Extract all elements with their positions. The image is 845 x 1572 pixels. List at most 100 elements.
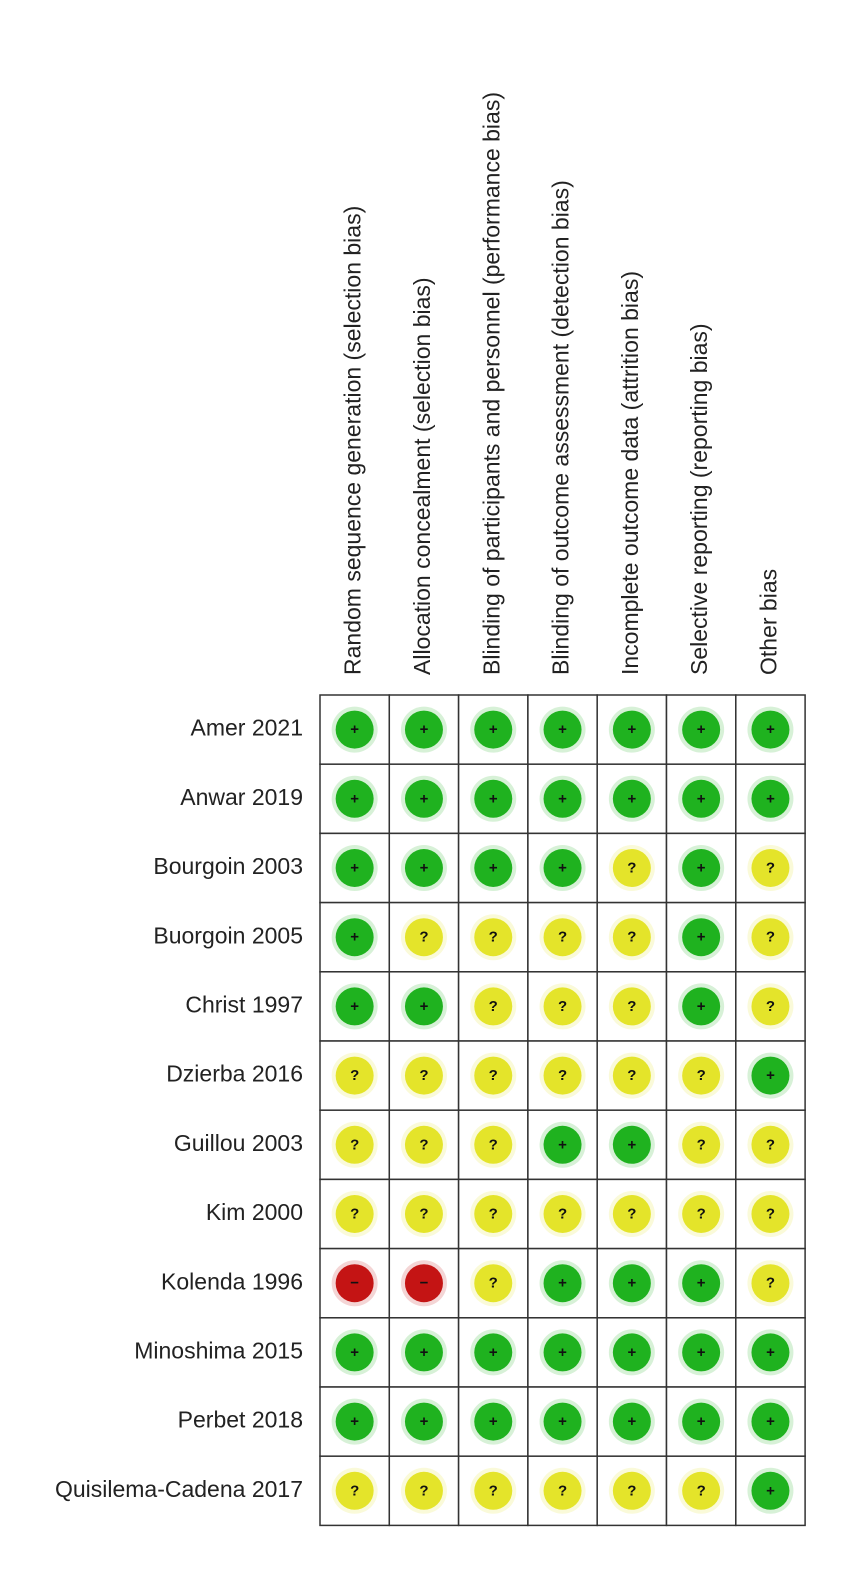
rating-symbol: +: [697, 860, 706, 877]
rating-symbol: +: [350, 1413, 359, 1430]
rating-symbol: ?: [697, 1206, 706, 1223]
rating-dot: [612, 849, 651, 887]
rating-dot: [543, 1333, 582, 1372]
rating-dot: [682, 1402, 721, 1441]
rating-symbol: ?: [419, 929, 428, 946]
rating-dot: [751, 987, 790, 1026]
rating-dot: [612, 1471, 651, 1510]
rating-symbol: ?: [350, 1206, 359, 1223]
rating-dot: [751, 1195, 790, 1233]
rating-dot: [751, 1264, 790, 1303]
rating-dot: [474, 779, 513, 818]
rating-dot: [612, 1402, 651, 1441]
rating-symbol: +: [350, 998, 359, 1015]
rating-symbol: +: [350, 860, 359, 877]
rating-dot: [682, 918, 721, 957]
rating-dot: [335, 710, 374, 749]
rating-symbol: ?: [697, 1136, 706, 1153]
domain-label: Other bias: [756, 569, 782, 675]
rating-symbol: ?: [419, 1067, 428, 1084]
domain-label: Blinding of outcome assessment (detectio…: [548, 180, 574, 675]
rating-dot: [543, 1195, 582, 1233]
rating-dot: [404, 1264, 443, 1303]
rating-symbol: ?: [627, 1067, 636, 1084]
study-label: Kim 2000: [206, 1199, 303, 1225]
rating-dot: [543, 1264, 582, 1303]
rating-symbol: +: [766, 1482, 775, 1499]
study-label: Perbet 2018: [178, 1407, 303, 1433]
rating-dot: [543, 987, 582, 1026]
rating-symbol: +: [766, 1067, 775, 1084]
rating-dot: [682, 1333, 721, 1372]
rating-symbol: ?: [697, 1482, 706, 1499]
rating-dot: [474, 1056, 513, 1095]
domain-label: Selective reporting (reporting bias): [686, 323, 712, 675]
rating-dot: [543, 1402, 582, 1441]
cell: [319, 763, 391, 835]
rating-symbol: ?: [766, 1206, 775, 1223]
rating-dot: [612, 710, 651, 749]
rating-symbol: +: [558, 1344, 567, 1361]
rating-dot: [543, 849, 582, 887]
rating-symbol: +: [350, 790, 359, 807]
rating-symbol: +: [697, 998, 706, 1015]
rating-dot: [404, 1195, 443, 1233]
rating-symbol: ?: [766, 998, 775, 1015]
study-label: Guillou 2003: [174, 1130, 303, 1156]
rating-dot: [474, 987, 513, 1026]
rating-dot: [751, 1471, 790, 1510]
rating-symbol: +: [627, 790, 636, 807]
rating-dot: [682, 1195, 721, 1233]
rating-dot: [682, 710, 721, 749]
study-label: Amer 2021: [190, 715, 303, 741]
study-label: Kolenda 1996: [161, 1268, 303, 1294]
rating-dot: [751, 1402, 790, 1441]
rating-dot: [404, 1125, 443, 1164]
rating-dot: [612, 1125, 651, 1164]
rating-symbol: +: [489, 721, 498, 738]
rating-symbol: ?: [489, 929, 498, 946]
rating-dot: [404, 849, 443, 887]
rating-symbol: ?: [558, 929, 567, 946]
rating-dot: [751, 1056, 790, 1095]
rating-dot: [474, 918, 513, 957]
rating-dot: [612, 1264, 651, 1303]
rating-dot: [543, 918, 582, 957]
rating-symbol: +: [627, 1275, 636, 1292]
rating-dot: [751, 779, 790, 818]
rating-dot: [751, 1125, 790, 1164]
rating-symbol: ?: [766, 929, 775, 946]
rating-symbol: ?: [766, 1275, 775, 1292]
rating-dot: [682, 1056, 721, 1095]
rating-dot: [404, 779, 443, 818]
rating-dot: [474, 1471, 513, 1510]
rating-symbol: +: [627, 1413, 636, 1430]
rating-dot: [404, 918, 443, 957]
rating-dot: [682, 1125, 721, 1164]
rating-dot: [751, 710, 790, 749]
rating-dot: [335, 918, 374, 957]
rating-symbol: ?: [489, 1482, 498, 1499]
rating-symbol: +: [766, 790, 775, 807]
rating-symbol: +: [558, 790, 567, 807]
rating-dot: [335, 1471, 374, 1510]
rating-symbol: −: [420, 1275, 429, 1292]
rating-symbol: +: [766, 1413, 775, 1430]
rating-symbol: ?: [627, 1206, 636, 1223]
rating-dot: [474, 1125, 513, 1164]
rating-dot: [543, 1056, 582, 1095]
rating-symbol: +: [697, 929, 706, 946]
domain-label: Incomplete outcome data (attrition bias): [617, 271, 643, 675]
rating-symbol: ?: [697, 1067, 706, 1084]
domain-label: Random sequence generation (selection bi…: [340, 206, 366, 675]
rating-symbol: ?: [558, 1067, 567, 1084]
rating-symbol: +: [697, 1275, 706, 1292]
rating-dot: [612, 779, 651, 818]
rating-symbol: +: [420, 1344, 429, 1361]
rating-dot: [404, 1333, 443, 1372]
rating-symbol: ?: [489, 1206, 498, 1223]
rating-dot: [404, 1402, 443, 1441]
rating-symbol: +: [558, 860, 567, 877]
rating-dot: [474, 710, 513, 749]
